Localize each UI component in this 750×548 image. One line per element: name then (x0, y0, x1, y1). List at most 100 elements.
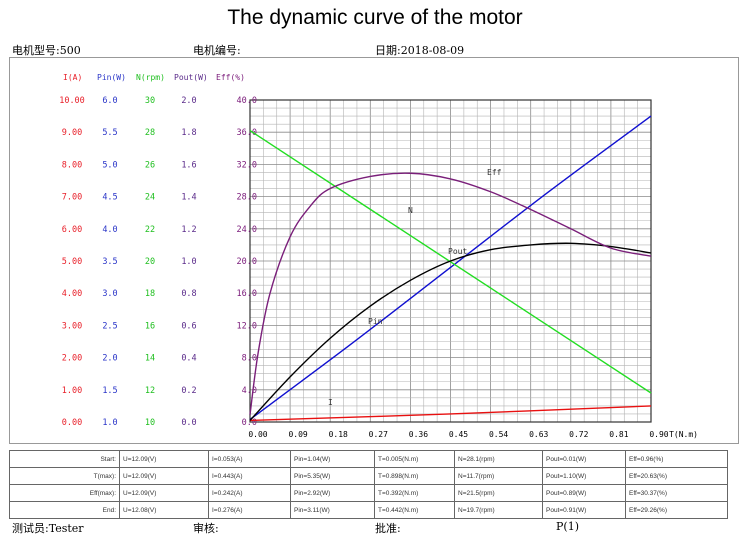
y-tick-label: 7.00 (62, 193, 82, 203)
curve-label-n: N (408, 206, 413, 215)
y-tick-label: 20 (145, 257, 155, 267)
x-tick-label: 0.18 (329, 430, 348, 439)
y-tick-label: 4.5 (102, 193, 117, 203)
table-cell: N=19.7(rpm) (454, 501, 543, 519)
axis-header-i: I(A) (63, 73, 83, 82)
y-tick-label: 28.0 (237, 193, 257, 203)
series-line-eff (249, 172, 652, 415)
series-line-pin (249, 115, 652, 420)
series-line-n (249, 130, 652, 394)
results-table: Start: U=12.09(V) I=0.053(A) Pin=1.04(W) T=0… (9, 450, 728, 519)
y-tick-label: 1.0 (102, 418, 117, 428)
axis-header-eff: Eff(%) (216, 73, 245, 82)
table-cell: I=0.053(A) (208, 450, 291, 468)
y-tick-label: 9.00 (62, 128, 82, 138)
axis-header-pout: Pout(W) (174, 73, 208, 82)
y-tick-label: 5.0 (102, 160, 117, 170)
curve-label-pin: Pin (368, 317, 383, 326)
table-cell: N=28.1(rpm) (454, 450, 543, 468)
chart-frame (9, 57, 739, 444)
y-tick-label: 0.2 (181, 386, 196, 396)
table-cell: Pout=1.10(W) (542, 467, 626, 485)
y-tick-label: 2.0 (102, 354, 117, 364)
y-tick-label: 40.0 (237, 96, 257, 106)
y-tick-label: 32.0 (237, 160, 257, 170)
table-cell: Eff=0.96(%) (625, 450, 728, 468)
table-cell: I=0.276(A) (208, 501, 291, 519)
footer-approver: 批准: (375, 522, 401, 535)
curve-label-eff: Eff (487, 168, 502, 177)
y-tick-label: 4.0 (242, 386, 257, 396)
row-label: Start: (9, 450, 120, 468)
axis-header-pin: Pin(W) (97, 73, 126, 82)
footer-tester: 测试员:Tester (12, 522, 84, 535)
table-cell: T=0.898(N.m) (374, 467, 455, 485)
table-cell: Pout=0.89(W) (542, 484, 626, 502)
x-tick-label: 0.54 (489, 430, 508, 439)
curve-label-pout: Pout (448, 247, 467, 256)
y-tick-label: 3.00 (62, 321, 82, 331)
y-tick-label: 2.5 (102, 321, 117, 331)
table-cell: Pin=3.11(W) (290, 501, 375, 519)
table-cell: U=12.09(V) (119, 484, 209, 502)
table-row: T(max): U=12.09(V) I=0.443(A) Pin=5.35(W) T=… (9, 467, 728, 485)
y-tick-label: 10.00 (59, 96, 85, 106)
y-tick-label: 3.0 (102, 289, 117, 299)
x-tick-label: 0.63 (529, 430, 548, 439)
table-cell: T=0.005(N.m) (374, 450, 455, 468)
y-tick-label: 20.0 (237, 257, 257, 267)
y-tick-label: 6.0 (102, 96, 117, 106)
y-tick-label: 0.4 (181, 354, 196, 364)
y-tick-label: 2.00 (62, 354, 82, 364)
y-tick-label: 1.8 (181, 128, 196, 138)
table-row: Start: U=12.09(V) I=0.053(A) Pin=1.04(W) T=0… (9, 450, 728, 468)
row-label: Eff(max): (9, 484, 120, 502)
y-tick-label: 1.5 (102, 386, 117, 396)
series-line-i (249, 405, 652, 422)
x-tick-label: 0.09 (288, 430, 307, 439)
y-tick-label: 24 (145, 193, 155, 203)
y-tick-label: 0.00 (62, 418, 82, 428)
y-tick-label: 26 (145, 160, 155, 170)
y-tick-label: 16 (145, 321, 155, 331)
table-cell: N=21.5(rpm) (454, 484, 543, 502)
x-tick-label: 0.00 (248, 430, 267, 439)
curve-label-i: I (328, 398, 333, 407)
table-cell: U=12.08(V) (119, 501, 209, 519)
y-tick-label: 4.0 (102, 225, 117, 235)
row-label: T(max): (9, 467, 120, 485)
table-cell: U=12.09(V) (119, 450, 209, 468)
table-cell: Eff=29.26(%) (625, 501, 728, 519)
chart-title: The dynamic curve of the motor (227, 6, 523, 29)
table-row: Eff(max): U=12.09(V) I=0.242(A) Pin=2.92(W)… (9, 484, 728, 502)
y-tick-label: 0.6 (181, 321, 196, 331)
y-tick-label: 22 (145, 225, 155, 235)
table-cell: Pin=2.92(W) (290, 484, 375, 502)
plot-area-border (249, 99, 652, 423)
y-tick-label: 14 (145, 354, 155, 364)
motor-serial: 电机编号: (193, 44, 241, 57)
y-tick-label: 18 (145, 289, 155, 299)
y-tick-label: 12.0 (237, 321, 257, 331)
y-tick-label: 1.0 (181, 257, 196, 267)
table-cell: I=0.443(A) (208, 467, 291, 485)
y-tick-label: 10 (145, 418, 155, 428)
table-row: End: U=12.08(V) I=0.276(A) Pin=3.11(W) T=0.4… (9, 501, 728, 519)
row-label: End: (9, 501, 120, 519)
y-tick-label: 8.0 (242, 354, 257, 364)
table-cell: N=11.7(rpm) (454, 467, 543, 485)
y-tick-label: 1.00 (62, 386, 82, 396)
series-line-pout (249, 242, 652, 421)
x-tick-label: 0.81 (609, 430, 628, 439)
y-tick-label: 30 (145, 96, 155, 106)
motor-model: 电机型号:500 (12, 44, 81, 57)
table-cell: I=0.242(A) (208, 484, 291, 502)
table-cell: T=0.392(N.m) (374, 484, 455, 502)
y-tick-label: 24.0 (237, 225, 257, 235)
y-tick-label: 2.0 (181, 96, 196, 106)
table-cell: Pin=5.35(W) (290, 467, 375, 485)
axis-header-n: N(rpm) (136, 73, 165, 82)
table-cell: Pout=0.91(W) (542, 501, 626, 519)
x-axis-label: T(N.m) (669, 430, 698, 439)
table-cell: Pin=1.04(W) (290, 450, 375, 468)
